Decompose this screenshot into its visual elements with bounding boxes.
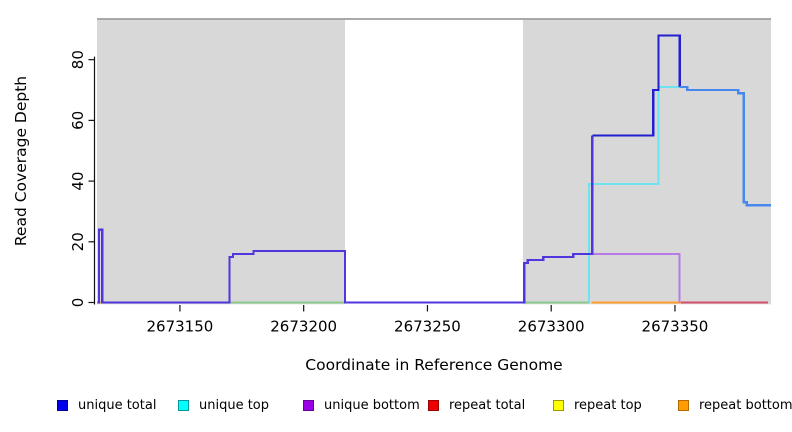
shaded-region-right [522, 19, 771, 305]
x-tick-label: 2673350 [642, 318, 709, 336]
legend-label: repeat bottom [699, 397, 792, 413]
series-unique-total-top-merged [679, 85, 771, 207]
legend-item-repeat-bottom: repeat bottom [678, 394, 792, 416]
legend-swatch [57, 399, 68, 411]
x-axis-title: Coordinate in Reference Genome [305, 356, 563, 374]
legend-label: repeat top [574, 397, 642, 413]
legend-item-repeat-total: repeat total [428, 394, 525, 416]
y-tick-label: 80 [69, 50, 87, 69]
unshaded-gap-region [345, 19, 523, 305]
series-unique-total-peak [592, 34, 681, 137]
shaded-region-left [97, 19, 346, 305]
legend-item-unique-total: unique total [57, 394, 156, 416]
plot-canvas: 0 20 40 60 80 2673150 2673200 2673250 2673300 267… [69, 18, 771, 336]
y-axis-title: Read Coverage Depth [12, 75, 30, 247]
legend-swatch [303, 399, 314, 411]
legend-swatch [178, 399, 189, 411]
legend-item-unique-top: unique top [178, 394, 269, 416]
x-tick-label: 2673200 [270, 318, 337, 336]
legend-label: unique bottom [324, 397, 420, 413]
legend-label: unique total [78, 397, 157, 413]
y-tick-label: 60 [69, 111, 87, 130]
x-tick-label: 2673150 [147, 318, 214, 336]
legend-swatch [428, 399, 439, 411]
series-unique-total-low-coverage [97, 135, 594, 304]
legend-item-repeat-top: repeat top [553, 394, 642, 416]
legend-swatch [678, 399, 689, 411]
y-tick-label: 20 [69, 232, 87, 251]
series-unique-top [587, 86, 680, 303]
y-tick-label: 0 [69, 298, 87, 308]
legend-item-unique-bottom: unique bottom [303, 394, 420, 416]
legend-label: repeat total [449, 397, 526, 413]
series-unique-bottom [592, 252, 681, 303]
legend-swatch [553, 399, 564, 411]
legend: unique total unique top unique bottom repea… [0, 394, 792, 420]
x-tick-label: 2673300 [518, 318, 585, 336]
y-tick-label: 40 [69, 172, 87, 191]
legend-label: unique top [199, 397, 270, 413]
x-tick-label: 2673250 [394, 318, 461, 336]
